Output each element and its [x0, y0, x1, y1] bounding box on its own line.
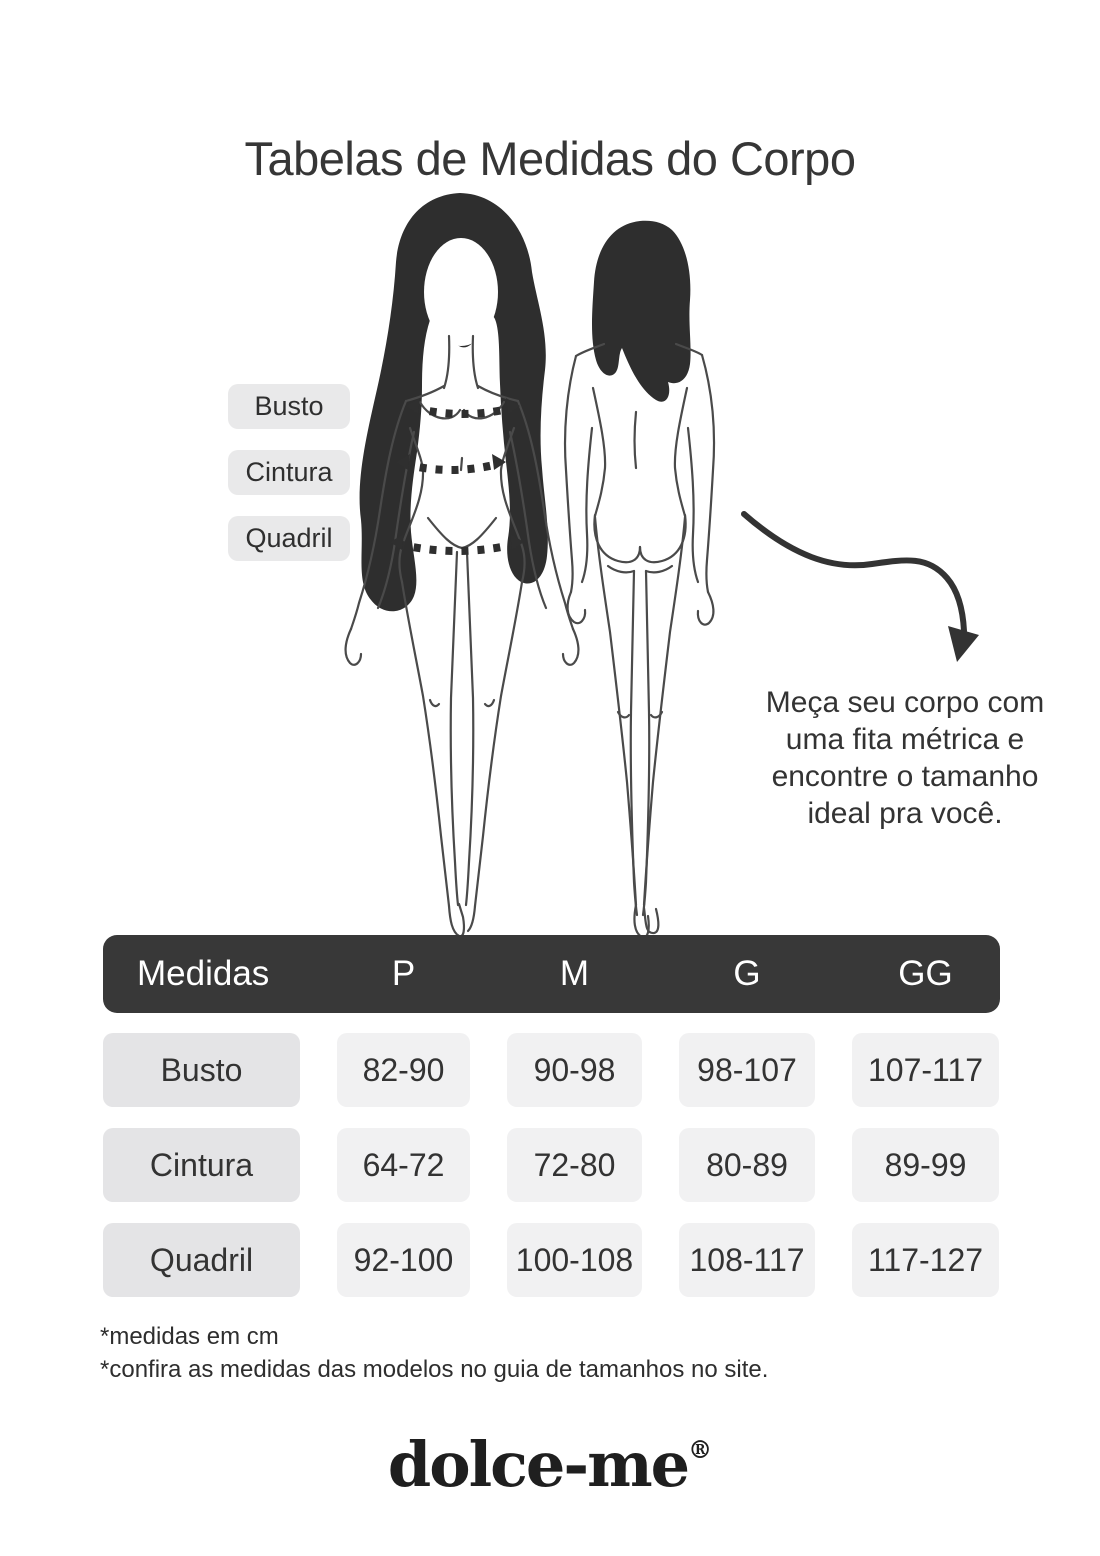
header-cell-size-m: M: [559, 954, 590, 993]
pill-busto-text: Busto: [254, 391, 324, 421]
note-line: encontre o tamanho: [771, 760, 1039, 793]
footnotes: *medidas em cm *confira as medidas das m…: [100, 1320, 768, 1386]
value-cell: 82-90: [337, 1033, 470, 1107]
waist-measure-line: [403, 460, 499, 474]
header-cell-size-g: G: [733, 954, 761, 993]
curved-arrow-down-icon: [741, 511, 979, 662]
registered-trademark-icon: ®: [688, 1435, 713, 1464]
measure-instruction-note: Meça seu corpo com uma fita métrica e en…: [740, 684, 1070, 832]
header-cell-medidas: Medidas: [137, 954, 270, 993]
value-cell: 117-127: [852, 1223, 999, 1297]
value-cell: 108-117: [679, 1223, 815, 1297]
brand-logo-text: dolce-me: [387, 1428, 690, 1501]
label-pill-busto: Busto: [228, 384, 350, 429]
value-cell: 90-98: [507, 1033, 642, 1107]
front-face: [424, 238, 498, 346]
pill-cintura-text: Cintura: [245, 457, 333, 487]
body-measurement-illustration: [344, 193, 979, 939]
back-figure-illustration: [563, 220, 716, 939]
table-row-cintura: Cintura 64-72 72-80 80-89 89-99: [103, 1128, 1000, 1202]
value-cell: 92-100: [337, 1223, 470, 1297]
row-label-cell: Quadril: [103, 1223, 300, 1297]
value-cell: 100-108: [507, 1223, 642, 1297]
value-cell: 107-117: [852, 1033, 999, 1107]
note-line: Meça seu corpo com: [765, 686, 1045, 719]
page-title: Tabelas de Medidas do Corpo: [244, 132, 856, 186]
brand-logo: dolce-me®: [0, 1428, 1100, 1501]
footnote-units: *medidas em cm: [100, 1323, 279, 1350]
value-cell: 72-80: [507, 1128, 642, 1202]
header-cell-size-p: P: [391, 954, 416, 993]
value-cell: 64-72: [337, 1128, 470, 1202]
footnote-models: *confira as medidas das modelos no guia …: [100, 1356, 769, 1383]
label-pill-quadril: Quadril: [228, 516, 350, 561]
size-table-header: Medidas P M G GG: [103, 935, 1000, 1013]
table-row-busto: Busto 82-90 90-98 98-107 107-117: [103, 1033, 1000, 1107]
front-figure-illustration: [344, 193, 580, 938]
value-cell: 80-89: [679, 1128, 815, 1202]
label-pill-cintura: Cintura: [228, 450, 350, 495]
pill-quadril-text: Quadril: [245, 523, 333, 553]
value-cell: 89-99: [852, 1128, 999, 1202]
value-cell: 98-107: [679, 1033, 815, 1107]
bust-measure-line: [413, 404, 513, 418]
row-label-cell: Busto: [103, 1033, 300, 1107]
back-hair: [592, 220, 691, 402]
note-line: uma fita métrica e: [785, 723, 1025, 756]
front-hair: [359, 193, 548, 612]
table-row-quadril: Quadril 92-100 100-108 108-117 117-127: [103, 1223, 1000, 1297]
header-cell-size-gg: GG: [898, 954, 953, 993]
row-label-cell: Cintura: [103, 1128, 300, 1202]
note-line: ideal pra você.: [807, 797, 1003, 830]
